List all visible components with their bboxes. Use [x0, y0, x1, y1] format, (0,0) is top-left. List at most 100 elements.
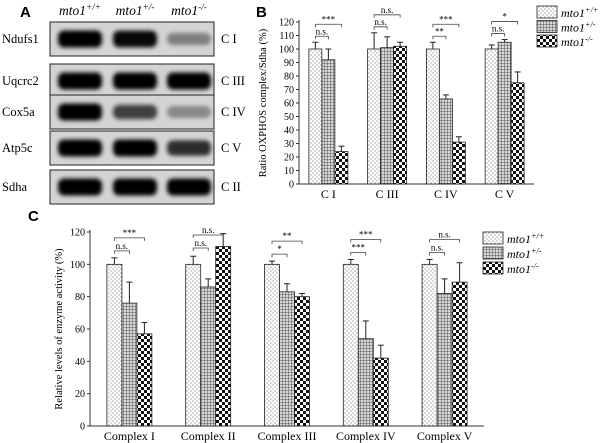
panel-a-western-blot: A mto1+/+ mto1+/- mto1-/- Ndufs1 C I Uqcrc2 C…: [2, 2, 246, 205]
legend-label: mto1-/-: [561, 34, 593, 49]
blot-row: Cox5a C IV: [2, 94, 246, 130]
significance-bracket: [491, 33, 506, 37]
y-tick-label: 90: [284, 58, 294, 69]
significance-label: **: [435, 26, 445, 36]
x-category-label: Complex IV: [336, 429, 396, 443]
y-tick-label: 120: [70, 228, 85, 239]
y-tick-label: 50: [284, 112, 294, 123]
bar: [215, 246, 232, 427]
bar: [451, 141, 466, 185]
y-tick-label: 60: [75, 325, 85, 336]
blot-genotype-header: mto1+/+ mto1+/- mto1-/-: [59, 2, 207, 18]
bar: [497, 41, 512, 185]
panel-c-chart: C 0 20 40 60 80 100 120 Relative levels of enzy…: [28, 208, 544, 443]
panel-label-a: A: [20, 4, 31, 21]
y-axis-label: Ratio OXPHOS complex/Sdha (%): [258, 28, 269, 177]
blot-band: [167, 72, 211, 90]
y-tick-label: 20: [75, 389, 85, 400]
significance-label: *: [277, 244, 282, 254]
significance-bracket: [373, 26, 388, 30]
x-category-label: Complex II: [181, 429, 236, 443]
blot-protein-label: Atp5c: [2, 141, 33, 155]
bar: [510, 82, 525, 185]
panel-label-c: C: [28, 208, 39, 225]
bar: [106, 263, 123, 427]
blot-genotype-label: mto1+/-: [116, 2, 155, 18]
significance-bracket: [350, 252, 367, 256]
blot-band: [113, 139, 157, 157]
significance-label: ***: [352, 242, 366, 252]
blot-band: [58, 30, 102, 48]
bar: [264, 263, 280, 427]
significance-bracket: [429, 252, 445, 256]
legend-label: mto1+/+: [561, 5, 598, 20]
x-category-label: Complex V: [417, 429, 473, 443]
blot-complex-label: C I: [221, 32, 237, 46]
legend-swatch: [536, 20, 558, 33]
y-tick-label: 40: [284, 126, 294, 137]
bar: [321, 59, 336, 185]
bar: [367, 48, 382, 185]
x-category-label: Complex III: [258, 429, 317, 443]
legend-label: mto1+/-: [561, 20, 596, 35]
bar: [334, 151, 349, 185]
bar: [279, 291, 295, 427]
chart-c: 0 20 40 60 80 100 120 Relative levels of enzyme…: [54, 225, 544, 443]
bar: [185, 263, 202, 427]
significance-bracket: [350, 239, 382, 243]
blot-band: [113, 72, 157, 90]
significance-label: n.s.: [194, 238, 207, 248]
y-tick-label: 0: [289, 180, 294, 191]
blot-band: [58, 103, 102, 121]
legend-swatch: [482, 231, 504, 245]
blot-complex-label: C V: [221, 141, 241, 155]
significance-label: n.s.: [431, 242, 444, 252]
y-tick-label: 80: [284, 72, 294, 83]
blot-band: [167, 140, 211, 156]
blot-genotype-label: mto1-/-: [171, 2, 207, 18]
y-tick-label: 20: [284, 153, 294, 164]
significance-label: *: [502, 12, 507, 22]
blot-band: [113, 30, 157, 48]
significance-label: n.s.: [202, 225, 215, 235]
bar: [372, 357, 389, 427]
bar: [294, 296, 310, 427]
significance-bracket: [314, 35, 329, 40]
legend-swatch: [482, 246, 504, 260]
blot-band: [113, 178, 157, 196]
blot-complex-label: C II: [221, 180, 241, 194]
y-tick-label: 30: [284, 139, 294, 150]
y-tick-label: 60: [284, 99, 294, 110]
significance-bracket: [314, 23, 342, 28]
significance-label: n.s.: [492, 24, 505, 34]
y-tick-label: 0: [80, 422, 85, 433]
legend-label: mto1-/-: [507, 261, 539, 276]
bar: [200, 286, 217, 427]
bar: [308, 48, 323, 185]
x-category-label: C I: [321, 187, 336, 201]
significance-bracket: [432, 23, 460, 28]
significance-label: **: [283, 231, 293, 241]
significance-bracket: [114, 237, 145, 241]
significance-label: n.s.: [316, 26, 329, 36]
blot-row: Ndufs1 C I: [2, 21, 237, 57]
significance-bracket: [432, 35, 447, 40]
significance-bracket: [373, 14, 401, 18]
blot-protein-label: Uqcrc2: [2, 74, 39, 88]
blot-complex-label: C IV: [221, 105, 246, 119]
y-tick-label: 70: [284, 85, 294, 96]
significance-bracket: [192, 247, 209, 251]
bar: [136, 333, 153, 427]
bar: [342, 263, 359, 427]
significance-label: ***: [359, 229, 373, 239]
blot-band: [58, 139, 102, 157]
legend-swatch: [536, 5, 558, 19]
bar: [451, 281, 468, 427]
blot-row: Sdha C II: [2, 169, 241, 205]
significance-label: ***: [322, 14, 336, 24]
blot-rows: Ndufs1 C I Uqcrc2 C III Cox5a C IV Atp5c C V Sdh…: [2, 21, 246, 205]
significance-label: n.s.: [374, 17, 387, 27]
significance-bracket: [192, 234, 224, 238]
blot-protein-label: Sdha: [2, 180, 27, 194]
significance-bracket: [271, 240, 303, 245]
